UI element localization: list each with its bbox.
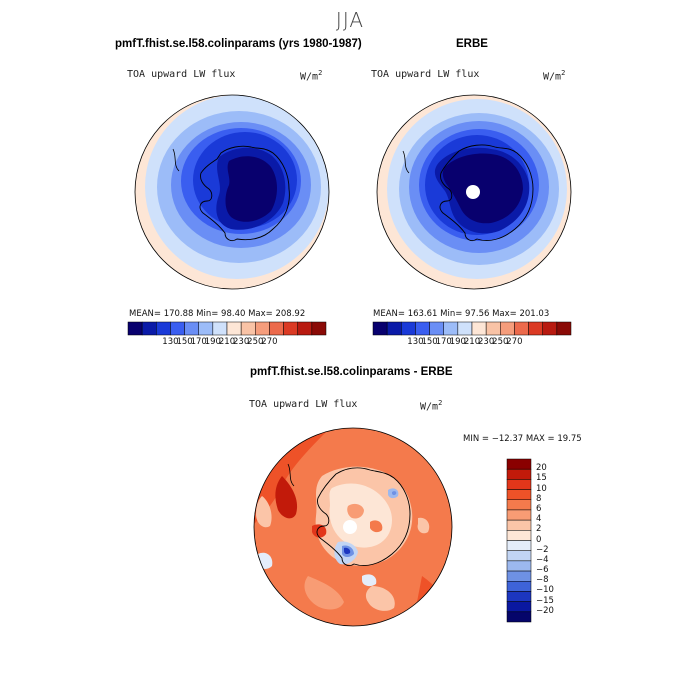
- panel-diff-title: pmfT.fhist.se.l58.colinparams - ERBE: [250, 366, 453, 378]
- colorbar-swatch: [283, 321, 298, 336]
- panel-obs-variable: TOA upward LW flux: [371, 69, 480, 80]
- colorbar-swatch: [506, 601, 532, 613]
- colorbar-swatch: [506, 530, 532, 541]
- colorbar-swatch: [386, 321, 402, 336]
- colorbar-tick-label: 270: [261, 337, 278, 347]
- panel-diff-polar-map: [253, 427, 453, 627]
- colorbar-swatch: [240, 321, 256, 336]
- colorbar-swatch: [528, 321, 543, 336]
- colorbar-tick-label: 15: [536, 473, 547, 484]
- colorbar-swatch: [457, 321, 473, 336]
- panel-model-colorbar: [127, 321, 327, 336]
- colorbar-swatch: [485, 321, 501, 336]
- colorbar-tick-label: 20: [536, 463, 547, 474]
- colorbar-swatch: [226, 321, 242, 336]
- colorbar-tick-label: 2: [536, 524, 542, 535]
- panel-model-polar-map: [134, 94, 330, 290]
- colorbar-tick-label: −15: [536, 595, 554, 606]
- colorbar-tick-label: 130: [407, 337, 424, 347]
- colorbar-swatch: [506, 468, 532, 480]
- colorbar-swatch: [269, 321, 284, 336]
- colorbar-swatch: [506, 581, 532, 592]
- panel-diff-units: W/m2: [420, 399, 443, 413]
- colorbar-swatch: [311, 321, 327, 336]
- colorbar-tick-label: 250: [247, 337, 264, 347]
- colorbar-swatch: [198, 321, 214, 336]
- colorbar-swatch: [184, 321, 199, 336]
- colorbar-swatch: [506, 540, 532, 551]
- panel-obs-colorbar-ticks: 130 150 170 190 210 230 250 270: [373, 337, 571, 349]
- colorbar-swatch: [141, 321, 157, 336]
- colorbar-tick-label: 190: [204, 337, 221, 347]
- colorbar-tick-label: −6: [536, 565, 549, 576]
- colorbar-swatch: [212, 321, 228, 336]
- colorbar-swatch: [506, 519, 532, 531]
- colorbar-tick-label: 0: [536, 534, 542, 545]
- panel-model-variable: TOA upward LW flux: [127, 69, 236, 80]
- colorbar-tick-label: 230: [478, 337, 495, 347]
- colorbar-swatch: [255, 321, 270, 336]
- colorbar-swatch: [506, 611, 532, 623]
- colorbar-swatch: [506, 499, 532, 511]
- colorbar-tick-label: 210: [463, 337, 481, 347]
- panel-obs-colorbar: [372, 321, 572, 336]
- colorbar-tick-label: 190: [449, 337, 466, 347]
- colorbar-swatch: [506, 458, 532, 470]
- colorbar-tick-label: −2: [536, 544, 549, 555]
- colorbar-tick-label: 270: [506, 337, 523, 347]
- colorbar-swatch: [506, 489, 532, 500]
- colorbar-tick-label: 170: [190, 337, 207, 347]
- colorbar-tick-label: −10: [536, 585, 554, 596]
- panel-model-stats: MEAN= 170.88 Min= 98.40 Max= 208.92: [129, 309, 306, 319]
- colorbar-swatch: [542, 321, 558, 336]
- season-title: JJA: [335, 8, 365, 32]
- colorbar-swatch: [443, 321, 459, 336]
- panel-model-units: W/m2: [300, 69, 323, 83]
- colorbar-swatch: [506, 560, 532, 572]
- colorbar-tick-label: 150: [176, 337, 193, 347]
- panel-diff-colorbar-ticks: 20 15 10 8 6 4 2 0 −2 −4 −6 −8 −10 −15 −20: [536, 459, 576, 622]
- colorbar-swatch: [297, 321, 313, 336]
- colorbar-swatch: [500, 321, 515, 336]
- panel-diff-colorbar: [506, 458, 532, 623]
- panel-model-title: pmfT.fhist.se.l58.colinparams (yrs 1980-…: [115, 38, 362, 50]
- colorbar-swatch: [401, 321, 416, 336]
- colorbar-tick-label: −4: [536, 554, 549, 565]
- panel-obs-units: W/m2: [543, 69, 566, 83]
- colorbar-swatch: [506, 591, 532, 602]
- colorbar-tick-label: 210: [218, 337, 236, 347]
- colorbar-swatch: [556, 321, 572, 336]
- colorbar-tick-label: 170: [435, 337, 452, 347]
- colorbar-swatch: [127, 321, 143, 336]
- colorbar-swatch: [429, 321, 444, 336]
- colorbar-swatch: [506, 479, 532, 490]
- colorbar-tick-label: −20: [536, 605, 554, 616]
- panel-diff-stats: MIN = −12.37 MAX = 19.75: [463, 434, 582, 444]
- panel-diff-variable: TOA upward LW flux: [249, 399, 358, 410]
- panel-obs-polar-map: [376, 94, 572, 290]
- colorbar-tick-label: 230: [233, 337, 250, 347]
- colorbar-tick-label: 150: [421, 337, 438, 347]
- colorbar-swatch: [471, 321, 487, 336]
- colorbar-tick-label: 6: [536, 503, 542, 514]
- colorbar-tick-label: 130: [162, 337, 179, 347]
- panel-obs-title: ERBE: [456, 38, 488, 50]
- colorbar-tick-label: 8: [536, 493, 542, 504]
- colorbar-tick-label: 250: [492, 337, 509, 347]
- colorbar-tick-label: −8: [536, 575, 549, 586]
- panel-obs-stats: MEAN= 163.61 Min= 97.56 Max= 201.03: [373, 309, 550, 319]
- colorbar-swatch: [506, 509, 532, 521]
- colorbar-swatch: [514, 321, 529, 336]
- colorbar-swatch: [415, 321, 430, 336]
- panel-model-colorbar-ticks: 130 150 170 190 210 230 250 270: [128, 337, 326, 349]
- colorbar-tick-label: 10: [536, 483, 547, 494]
- colorbar-swatch: [506, 550, 532, 562]
- colorbar-swatch: [170, 321, 185, 336]
- colorbar-swatch: [506, 570, 532, 582]
- colorbar-swatch: [372, 321, 388, 336]
- colorbar-swatch: [156, 321, 171, 336]
- colorbar-tick-label: 4: [536, 514, 542, 525]
